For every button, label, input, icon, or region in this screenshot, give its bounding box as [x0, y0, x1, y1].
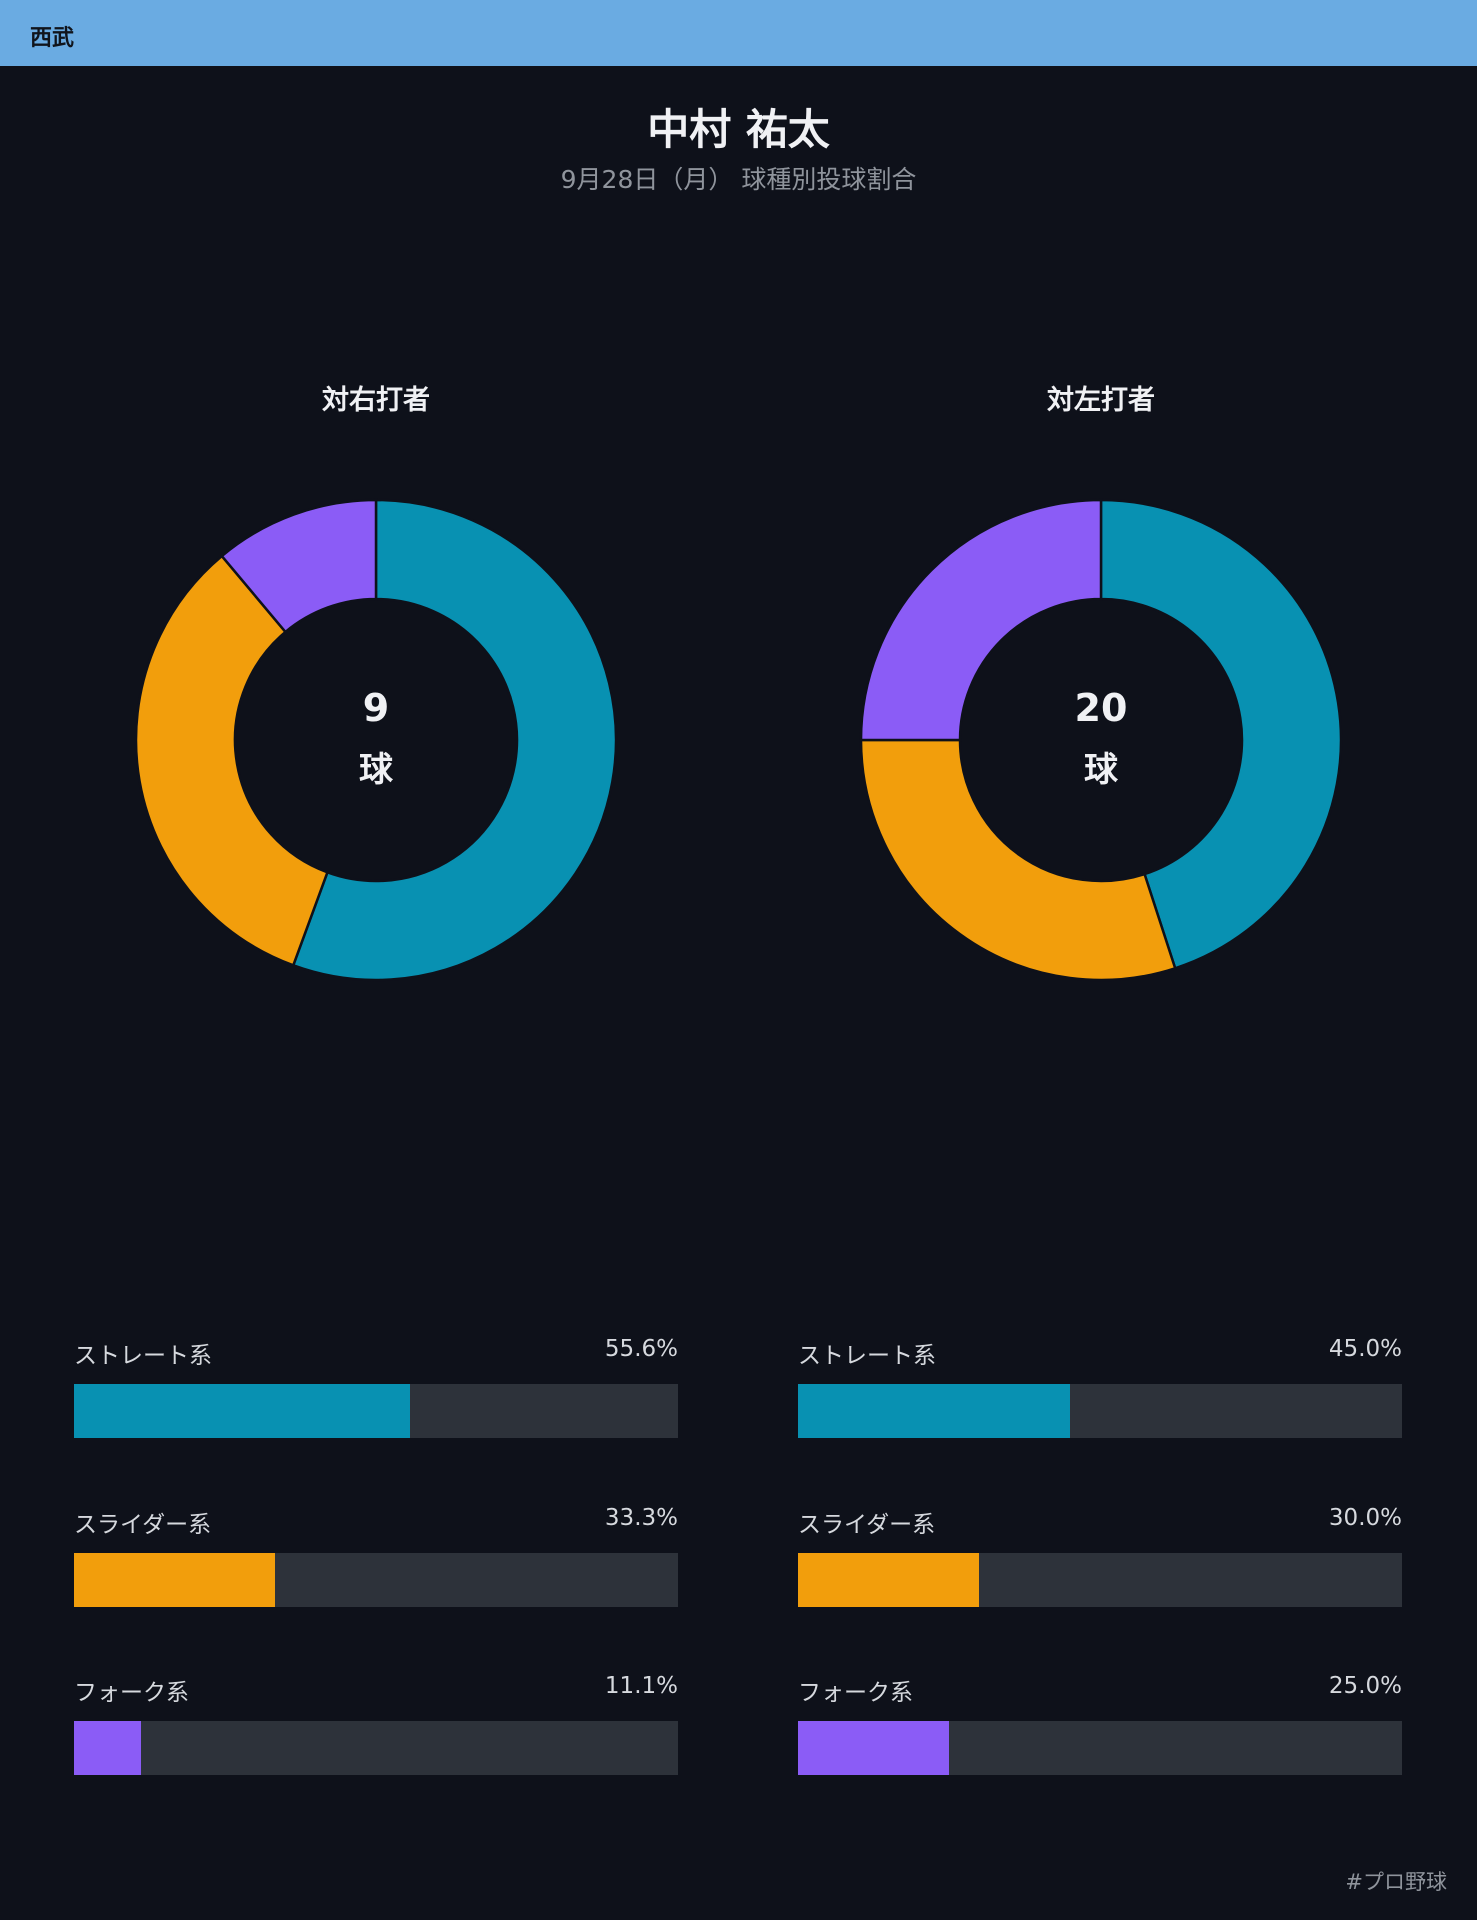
- chart-title-vs-right: 対右打者: [322, 385, 430, 416]
- bar-percent: 25.0%: [1328, 1673, 1402, 1699]
- team-header-bar: 西武: [0, 0, 1477, 66]
- bar-label: スライダー系: [798, 1512, 936, 1538]
- donut-slice-straight: [1099, 498, 1343, 970]
- bar-track: [798, 1721, 1402, 1775]
- bar-track: [74, 1384, 678, 1438]
- bar-label: ストレート系: [74, 1343, 212, 1369]
- bar-label: フォーク系: [74, 1680, 189, 1706]
- bar-track: [74, 1553, 678, 1607]
- donut-slice-fork: [220, 498, 378, 634]
- bar-track: [74, 1721, 678, 1775]
- chart-subtitle: 9月28日（月） 球種別投球割合: [560, 165, 917, 194]
- donut-slice-slider: [859, 738, 1177, 982]
- bar-label: スライダー系: [74, 1512, 212, 1538]
- player-name: 中村 祐太: [647, 105, 830, 154]
- bar-label: フォーク系: [798, 1680, 913, 1706]
- bar-fill-slider-vs-right: [74, 1553, 276, 1607]
- bar-percent: 45.0%: [1328, 1336, 1402, 1362]
- bar-fill-straight-vs-left: [798, 1384, 1070, 1438]
- hashtag: #プロ野球: [1345, 1870, 1447, 1894]
- pitch-count-vs-right: 9: [362, 686, 390, 730]
- bar-percent: 55.6%: [604, 1336, 678, 1362]
- bar-percent: 30.0%: [1328, 1505, 1402, 1531]
- bar-row-straight-vs-right: ストレート系 55.6%: [74, 1336, 678, 1438]
- donut-slice-fork: [859, 498, 1103, 742]
- bar-percent: 33.3%: [604, 1505, 678, 1531]
- bar-row-straight-vs-left: ストレート系 45.0%: [798, 1336, 1402, 1438]
- bar-fill-straight-vs-right: [74, 1384, 410, 1438]
- donut-slice-straight: [291, 498, 618, 982]
- bar-fill-slider-vs-left: [798, 1553, 980, 1607]
- donut-slice-slider: [134, 554, 330, 967]
- bar-label: ストレート系: [798, 1343, 936, 1369]
- bar-percent: 11.1%: [604, 1673, 678, 1699]
- bar-row-fork-vs-right: フォーク系 11.1%: [74, 1673, 678, 1775]
- bar-fill-fork-vs-right: [74, 1721, 142, 1775]
- bar-track: [798, 1553, 1402, 1607]
- bar-row-slider-vs-left: スライダー系 30.0%: [798, 1505, 1402, 1607]
- bar-row-slider-vs-right: スライダー系 33.3%: [74, 1505, 678, 1607]
- pitch-unit-vs-left: 球: [1084, 750, 1118, 790]
- donut-chart-vs-right: [134, 498, 618, 982]
- bar-fill-fork-vs-left: [798, 1721, 949, 1775]
- bar-row-fork-vs-left: フォーク系 25.0%: [798, 1673, 1402, 1775]
- donut-chart-vs-left: [859, 498, 1343, 982]
- pitch-count-vs-left: 20: [1074, 686, 1128, 730]
- pitch-unit-vs-right: 球: [359, 750, 393, 790]
- chart-title-vs-left: 対左打者: [1047, 385, 1155, 416]
- team-name: 西武: [30, 26, 75, 51]
- bar-track: [798, 1384, 1402, 1438]
